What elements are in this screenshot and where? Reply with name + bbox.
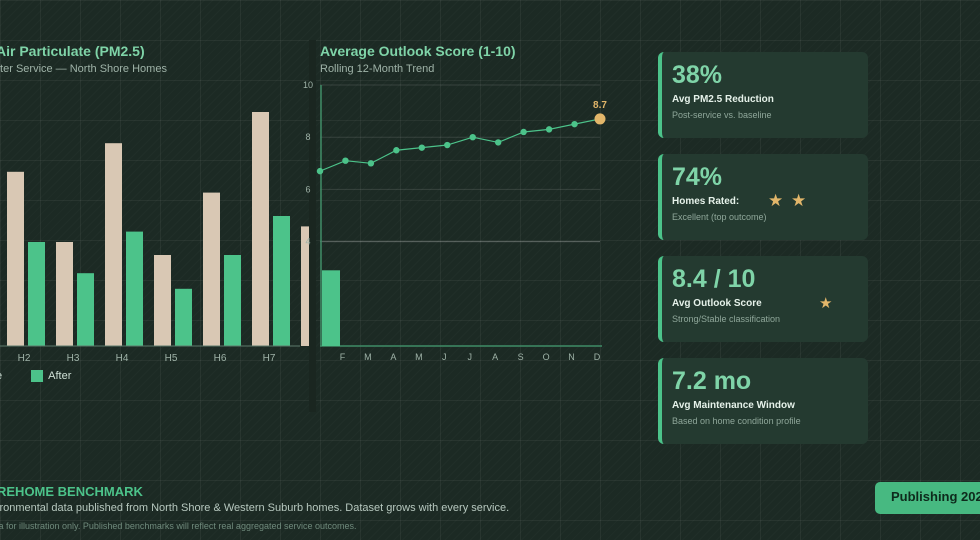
stat-label: Avg Maintenance Window (672, 400, 795, 411)
bar-before-h2 (7, 171, 24, 346)
stat-value: 38% (672, 61, 723, 89)
stat-card-maintenance: 7.2 mo Avg Maintenance Window Based on h… (658, 358, 868, 444)
data-point (494, 139, 502, 146)
left-chart-legend: e After (0, 370, 71, 382)
stat-card-outlook: 8.4 / 10 Avg Outlook Score Strong/Stable… (658, 256, 868, 342)
footer-description: ironmental data published from North Sho… (0, 502, 510, 514)
y-tick-label: 4 (305, 237, 310, 247)
stat-card-pm25: 38% Avg PM2.5 Reduction Post-service vs.… (658, 52, 868, 138)
bar-after-h2 (28, 242, 45, 346)
x-tick-label: A (390, 352, 396, 362)
overlay-bar-j (322, 270, 340, 346)
data-point (571, 120, 578, 128)
x-tick-label: H6 (214, 353, 227, 364)
x-tick-label: O (543, 352, 550, 362)
stat-label: Avg PM2.5 Reduction (672, 94, 774, 105)
bar-before-h5 (154, 255, 171, 346)
x-tick-label: N (568, 352, 575, 362)
stat-label: Homes Rated: (672, 196, 740, 207)
x-tick-label: H4 (116, 353, 129, 364)
bar-before-h6 (203, 192, 220, 346)
data-point (418, 144, 426, 151)
data-point (469, 134, 476, 141)
bar-after-h5 (175, 288, 192, 346)
stat-sub: Excellent (top outcome) (672, 212, 767, 222)
x-tick-label: H2 (18, 353, 31, 364)
data-point (342, 157, 349, 164)
stat-value: 7.2 mo (672, 367, 752, 395)
right-chart-title: Average Outlook Score (1-10) (320, 43, 516, 59)
outlook-series-line (319, 118, 601, 172)
bar-before-h4 (105, 143, 122, 346)
data-point (393, 147, 400, 154)
footer-note: ta for illustration only. Published benc… (0, 521, 357, 531)
y-tick-label: 10 (303, 80, 313, 90)
stat-label: Avg Outlook Score (672, 298, 762, 309)
x-tick-label: D (594, 352, 601, 362)
data-point (367, 160, 375, 167)
x-tick-label: J (442, 352, 447, 362)
x-tick-label: S (518, 352, 524, 362)
legend-before-label: e (0, 370, 2, 382)
data-point (444, 141, 451, 149)
stat-value: 74% (672, 163, 723, 191)
bar-before-h8 (301, 226, 310, 346)
right-chart-subtitle: Rolling 12-Month Trend (320, 63, 435, 75)
left-chart-title: Air Particulate (PM2.5) (0, 43, 145, 59)
chart-divider (309, 40, 316, 412)
publishing-button[interactable]: Publishing 202 (875, 482, 980, 514)
x-tick-label: A (492, 352, 498, 362)
bar-after-h4 (126, 231, 143, 346)
y-tick-label: 8 (305, 132, 310, 142)
x-tick-label: F (340, 352, 346, 362)
star-icon: ★ (791, 191, 807, 210)
x-tick-label: H5 (165, 353, 178, 364)
stat-sub: Post-service vs. baseline (672, 110, 772, 120)
x-tick-label: H7 (263, 353, 276, 364)
legend-after-label: After (48, 370, 72, 382)
star-icon: ★ (768, 191, 784, 210)
stat-sub: Strong/Stable classification (672, 314, 781, 324)
star-icon: ★ (819, 295, 833, 312)
data-point (545, 126, 553, 133)
x-tick-label: M (415, 352, 423, 362)
bar-before-h3 (56, 242, 73, 346)
data-point (316, 167, 324, 175)
bar-before-h7 (252, 112, 269, 346)
left-chart-subtitle: fter Service — North Shore Homes (0, 63, 167, 75)
bar-after-h3 (77, 273, 94, 346)
outlook-line-chart: 10 8 6 4 F M A M J J A S O N D 8.7 (303, 80, 607, 362)
stat-sub: Based on home condition profile (672, 416, 801, 426)
highlight-point (594, 113, 606, 125)
pm25-bar-chart: H1H2H3H4H5H6H7H8 (0, 112, 310, 364)
x-tick-label: M (364, 352, 372, 362)
x-tick-label: J (467, 352, 472, 362)
bar-after-h6 (224, 255, 241, 346)
footer-title: REHOME BENCHMARK (0, 484, 143, 499)
y-tick-label: 6 (305, 184, 310, 194)
highlight-value-label: 8.7 (593, 100, 607, 111)
data-point (520, 128, 527, 136)
stat-value: 8.4 / 10 (672, 265, 756, 293)
stat-card-homes-rated: 74% Homes Rated: Excellent (top outcome)… (658, 154, 868, 240)
bar-after-h7 (273, 216, 290, 346)
x-tick-label: H3 (67, 353, 80, 364)
legend-after-swatch (31, 370, 44, 382)
